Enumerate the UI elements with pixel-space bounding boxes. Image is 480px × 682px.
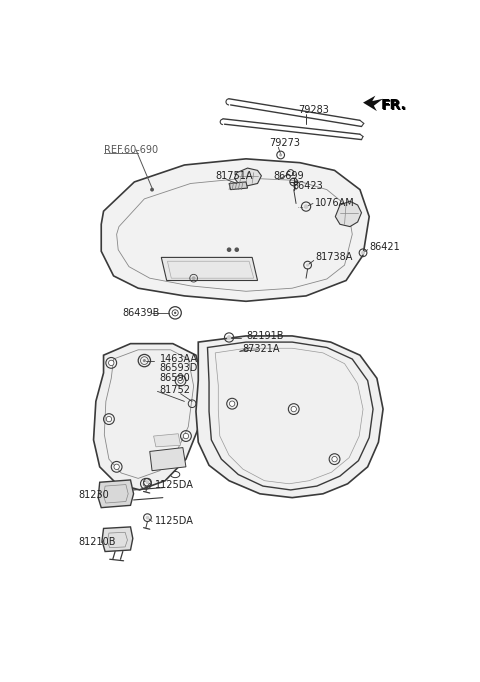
Text: 81752: 81752 <box>160 385 191 395</box>
Circle shape <box>279 153 282 157</box>
Text: 86439B: 86439B <box>123 308 160 318</box>
Circle shape <box>183 433 189 439</box>
Polygon shape <box>161 257 258 280</box>
Text: 1076AM: 1076AM <box>315 198 355 209</box>
Text: 86423: 86423 <box>292 181 323 191</box>
Circle shape <box>227 335 231 340</box>
Polygon shape <box>94 344 204 490</box>
Circle shape <box>291 406 297 412</box>
Text: 86590: 86590 <box>160 372 191 383</box>
Circle shape <box>143 359 146 362</box>
Text: FR.: FR. <box>382 100 407 113</box>
Circle shape <box>192 276 195 280</box>
Circle shape <box>306 263 309 267</box>
Circle shape <box>332 456 337 462</box>
Text: 86421: 86421 <box>369 241 400 252</box>
Text: 1125DA: 1125DA <box>155 480 194 490</box>
Circle shape <box>234 248 239 252</box>
Polygon shape <box>101 159 369 301</box>
Circle shape <box>150 188 154 192</box>
Polygon shape <box>196 336 383 498</box>
Text: 81210B: 81210B <box>78 537 116 547</box>
Circle shape <box>108 360 114 366</box>
Text: REF.60-690: REF.60-690 <box>104 145 157 155</box>
Text: 81738A: 81738A <box>315 252 353 263</box>
Circle shape <box>229 401 235 406</box>
Circle shape <box>143 481 149 486</box>
Circle shape <box>361 251 365 254</box>
Polygon shape <box>363 95 383 111</box>
Text: 87321A: 87321A <box>242 344 280 354</box>
Circle shape <box>145 480 149 484</box>
Text: 79273: 79273 <box>269 138 300 149</box>
Polygon shape <box>336 201 361 226</box>
Text: 79283: 79283 <box>299 105 329 115</box>
Text: 81751A: 81751A <box>215 170 252 181</box>
Text: 82191B: 82191B <box>246 331 284 341</box>
Polygon shape <box>154 434 180 447</box>
Text: 1463AA: 1463AA <box>160 354 198 364</box>
Circle shape <box>114 464 120 469</box>
Polygon shape <box>150 447 186 471</box>
Circle shape <box>106 417 112 421</box>
Circle shape <box>227 248 231 252</box>
Text: 81230: 81230 <box>78 490 109 501</box>
Text: 1125DA: 1125DA <box>155 516 194 526</box>
Circle shape <box>178 378 183 383</box>
Circle shape <box>145 516 149 520</box>
Polygon shape <box>229 182 248 190</box>
Polygon shape <box>234 168 262 186</box>
Text: 86699: 86699 <box>273 170 303 181</box>
Circle shape <box>304 205 308 209</box>
Text: FR.: FR. <box>381 98 407 112</box>
Polygon shape <box>98 480 133 507</box>
Polygon shape <box>102 527 133 552</box>
Circle shape <box>174 312 176 314</box>
Text: 86593D: 86593D <box>160 364 198 373</box>
